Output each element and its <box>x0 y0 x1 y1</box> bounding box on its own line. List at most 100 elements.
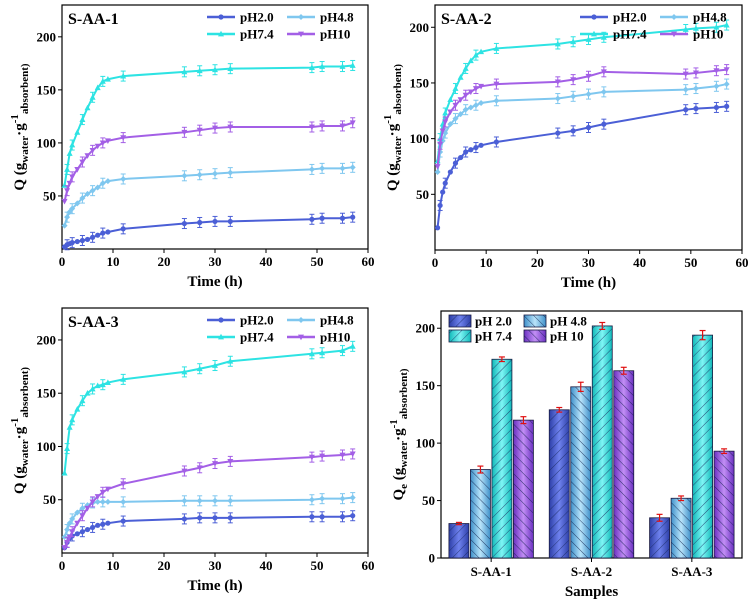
marker-diamond <box>457 111 464 118</box>
x-tick-label: S-AA-2 <box>571 564 612 579</box>
marker-circle <box>181 220 187 227</box>
marker-triangle <box>227 358 234 364</box>
marker-triangle-down <box>692 70 699 77</box>
marker-triangle-down <box>120 481 127 487</box>
marker-circle <box>339 215 346 221</box>
marker-circle <box>468 147 474 153</box>
marker-circle <box>440 189 446 195</box>
marker-triangle <box>319 349 326 356</box>
legend-label: pH4.8 <box>693 10 727 25</box>
marker-circle <box>319 514 325 520</box>
legend-label: pH2.0 <box>613 10 647 25</box>
marker-diamond <box>349 494 356 501</box>
bar-hatch <box>513 420 534 558</box>
marker-triangle <box>462 65 469 71</box>
panel-S-AA-2: 0 10 20 30 40 50 60 50 100 150 200 Time (h) S-AA-2 pH… <box>410 4 749 291</box>
series-pH10 <box>61 117 356 205</box>
marker-triangle <box>339 347 346 354</box>
marker-diamond <box>570 93 577 100</box>
legend-swatch-hatch <box>449 330 471 342</box>
x-tick-label: 50 <box>311 558 324 573</box>
y-axis-label: Q (gwater·g-1absorbent) <box>9 63 31 191</box>
marker-diamond <box>120 175 127 182</box>
series-pH7.4 <box>434 19 730 164</box>
marker-triangle-down <box>319 123 326 130</box>
marker-triangle <box>196 67 203 74</box>
y-label-end: absorbent) <box>398 368 410 419</box>
marker-triangle <box>493 45 500 51</box>
bar-hatch <box>470 469 491 558</box>
marker-triangle-down <box>478 83 485 90</box>
marker-circle <box>90 234 96 240</box>
y-label-sup: -1 <box>382 115 394 124</box>
y-tick-label: 100 <box>416 436 436 451</box>
x-tick-label: 40 <box>260 254 273 269</box>
marker-diamond <box>66 520 73 527</box>
marker-circle <box>84 526 91 533</box>
marker-triangle-down <box>349 451 356 458</box>
marker-triangle-down <box>452 102 459 109</box>
marker-circle <box>591 14 597 20</box>
y-label-sub: water <box>398 441 410 468</box>
legend-label: pH 4.8 <box>550 314 587 329</box>
marker-triangle-down <box>196 127 203 134</box>
marker-diamond <box>339 165 346 172</box>
y-tick-label: 150 <box>37 82 57 97</box>
marker-triangle-down <box>120 135 127 141</box>
marker-triangle <box>181 68 188 75</box>
y-label-mid: ·g <box>385 123 401 136</box>
series-pH7.4 <box>61 340 356 476</box>
marker-triangle <box>89 385 96 392</box>
legend-label: pH2.0 <box>240 10 274 25</box>
marker-triangle <box>692 25 699 31</box>
panel-label: S-AA-2 <box>441 11 492 28</box>
x-tick-label: 20 <box>158 558 171 573</box>
marker-circle <box>447 169 453 175</box>
marker-circle <box>69 240 75 246</box>
x-tick-label: 40 <box>260 558 273 573</box>
marker-triangle <box>723 21 730 28</box>
series-line <box>63 64 353 186</box>
marker-circle <box>457 154 464 161</box>
y-tick-label: 0 <box>429 551 436 566</box>
marker-diamond <box>298 317 304 323</box>
y-tick-label: 200 <box>37 29 57 44</box>
marker-triangle-down <box>467 89 474 96</box>
x-axis-label: Time (h) <box>187 578 242 594</box>
marker-triangle-down <box>570 77 577 83</box>
marker-circle <box>95 232 101 238</box>
marker-triangle-down <box>94 143 101 150</box>
y-tick-label: 150 <box>410 75 430 90</box>
marker-triangle <box>442 109 449 116</box>
marker-triangle <box>61 182 68 188</box>
bar-hatch <box>549 409 570 558</box>
marker-diamond <box>79 195 86 202</box>
y-label-mid: ·g <box>391 428 407 441</box>
marker-circle <box>218 317 224 323</box>
x-tick-label: 30 <box>209 254 222 269</box>
marker-diamond <box>181 172 188 179</box>
marker-diamond <box>196 171 203 178</box>
marker-diamond <box>74 509 81 516</box>
legend-label: pH4.8 <box>320 313 354 328</box>
marker-diamond <box>319 495 326 502</box>
marker-triangle <box>120 72 127 79</box>
marker-diamond <box>104 178 111 185</box>
y-label-q: Q <box>391 489 407 501</box>
y-label-end: absorbent) <box>392 64 404 115</box>
marker-circle <box>713 104 720 111</box>
marker-triangle-down <box>298 31 304 38</box>
marker-diamond <box>467 104 474 111</box>
marker-diamond <box>196 497 203 504</box>
marker-triangle <box>212 66 218 73</box>
y-label-sub: water <box>19 439 31 466</box>
marker-triangle-down <box>439 128 446 135</box>
x-axis-label: Time (h) <box>187 274 242 290</box>
legend-label: pH10 <box>320 27 350 42</box>
marker-triangle-down <box>682 71 689 78</box>
marker-triangle <box>99 381 106 388</box>
marker-circle <box>434 225 441 231</box>
marker-triangle <box>84 104 91 111</box>
marker-circle <box>724 103 730 109</box>
